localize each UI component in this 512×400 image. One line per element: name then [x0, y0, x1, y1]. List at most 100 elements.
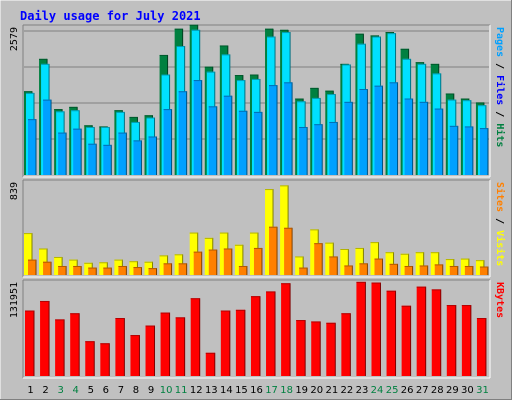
legend-part: KBytes — [494, 282, 505, 318]
chart-title: Daily usage for July 2021 — [20, 9, 201, 23]
bar-kbytes — [266, 291, 276, 376]
bar-pages — [404, 98, 413, 175]
x-tick-label: 16 — [250, 385, 263, 396]
bar-kbytes — [55, 319, 65, 376]
bar-visits — [415, 252, 424, 275]
bar-pages — [28, 119, 36, 175]
bar-sites — [73, 265, 82, 275]
bar-sites — [359, 263, 368, 275]
bar-pages — [238, 110, 247, 175]
bar-sites — [28, 259, 36, 275]
bar-sites — [178, 263, 187, 275]
bar-pages — [464, 126, 473, 175]
x-tick-label: 31 — [476, 385, 489, 396]
bar-kbytes — [40, 300, 50, 376]
bar-kbytes — [145, 325, 155, 376]
bar-sites — [163, 263, 172, 275]
x-tick-label: 29 — [446, 385, 459, 396]
x-tick-label: 15 — [235, 385, 248, 396]
bar-kbytes — [205, 352, 215, 376]
bar-sites — [193, 251, 202, 275]
bar-kbytes — [25, 310, 34, 376]
bar-pages — [359, 89, 368, 175]
legend-part: / — [494, 57, 505, 75]
bar-pages — [269, 85, 278, 175]
panel-max-label: 839 — [9, 182, 20, 200]
x-tick-label: 7 — [118, 385, 124, 396]
bar-pages — [284, 82, 293, 175]
panel-top: 2579 Pages / Files / Hits — [9, 24, 506, 178]
bar-pages — [389, 82, 398, 175]
bar-kbytes — [296, 320, 306, 376]
bar-kbytes — [130, 335, 140, 376]
bar-sites — [479, 266, 488, 275]
bar-kbytes — [281, 283, 291, 376]
bar-kbytes — [356, 281, 366, 376]
bar-visits — [400, 253, 409, 275]
bar-pages — [344, 101, 353, 175]
bar-sites — [103, 267, 112, 275]
bar-sites — [404, 265, 413, 275]
bar-pages — [208, 106, 217, 175]
x-tick-label: 19 — [295, 385, 308, 396]
x-tick-label: 13 — [205, 385, 218, 396]
bar-sites — [329, 256, 338, 275]
bar-sites — [43, 261, 52, 275]
bar-pages — [449, 125, 458, 175]
chart-panels: 2579 Pages / Files / Hits 839 Sites / Visit… — [9, 24, 506, 379]
bar-kbytes — [250, 296, 260, 376]
bar-kbytes — [115, 318, 125, 376]
bar-sites — [449, 265, 458, 275]
panel-legend: Sites / Visits — [494, 182, 506, 266]
x-tick-label: 18 — [280, 385, 293, 396]
bar-sites — [434, 264, 443, 275]
x-tick-label: 22 — [341, 385, 354, 396]
legend-part: Sites — [494, 182, 506, 212]
x-tick-label: 1 — [27, 385, 33, 396]
x-axis-day-labels: 1 2 3 4 5 6 7 8 9 10 11 12 13 14 15 16 17 18 19 20 21 22 23 24 2… — [27, 385, 488, 396]
bar-pages — [43, 99, 52, 175]
bar-pages — [118, 132, 127, 175]
bar-kbytes — [461, 305, 471, 376]
bar-sites — [148, 268, 157, 275]
bar-visits — [234, 244, 243, 275]
bar-pages — [314, 124, 323, 175]
bar-pages — [103, 144, 112, 175]
bar-kbytes — [235, 309, 245, 376]
bar-pages — [133, 140, 142, 175]
bar-pages — [374, 85, 383, 175]
legend-part: Hits — [494, 123, 506, 147]
bar-pages — [178, 91, 187, 175]
bar-sites — [269, 226, 278, 275]
x-tick-label: 4 — [73, 385, 79, 396]
x-tick-label: 23 — [356, 385, 369, 396]
x-tick-label: 21 — [325, 385, 338, 396]
bar-pages — [329, 121, 338, 175]
bar-kbytes — [85, 341, 95, 376]
bar-kbytes — [386, 290, 396, 376]
bar-kbytes — [326, 322, 336, 376]
bar-pages — [299, 126, 308, 175]
x-tick-label: 26 — [401, 385, 414, 396]
x-tick-label: 6 — [103, 385, 109, 396]
x-tick-label: 10 — [160, 385, 173, 396]
bar-sites — [58, 265, 67, 275]
bar-sites — [133, 267, 142, 275]
panel-legend: Pages / Files / Hits — [494, 27, 506, 147]
bar-kbytes — [220, 310, 230, 376]
x-tick-label: 28 — [431, 385, 444, 396]
x-tick-label: 14 — [220, 385, 233, 396]
bar-sites — [314, 243, 323, 275]
bar-kbytes — [401, 305, 411, 376]
bar-sites — [284, 227, 293, 275]
x-tick-label: 30 — [461, 385, 474, 396]
x-tick-label: 9 — [148, 385, 154, 396]
bar-sites — [344, 265, 353, 275]
legend-part: Visits — [494, 230, 506, 266]
x-tick-label: 5 — [88, 385, 94, 396]
legend-part: / — [494, 212, 505, 230]
bar-visits — [430, 252, 439, 275]
x-tick-label: 12 — [190, 385, 203, 396]
bar-visits — [385, 252, 394, 275]
bar-kbytes — [476, 318, 486, 376]
